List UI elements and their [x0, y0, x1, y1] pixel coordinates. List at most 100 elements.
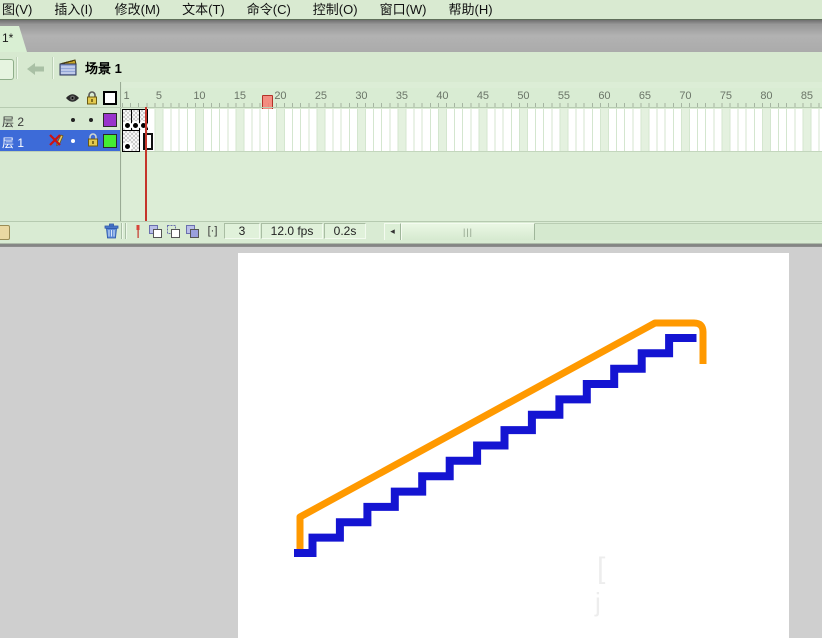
pencil-no-edit-icon	[49, 134, 64, 147]
lock-icon	[86, 90, 97, 104]
show-hide-all-layers-toggle[interactable]	[65, 90, 80, 105]
layer-outline-color-swatch[interactable]	[103, 113, 117, 127]
separator	[52, 57, 54, 79]
scrollbar-grip-icon: |||	[462, 227, 473, 237]
ruler-label-85: 85	[800, 90, 814, 102]
layer-row-2[interactable]: 层 2	[0, 109, 120, 131]
current-frame-display: 3	[224, 223, 260, 239]
keyframe-separator	[139, 110, 140, 130]
edit-multiple-frames-icon	[186, 224, 199, 238]
ruler-label-25: 25	[314, 90, 328, 102]
faint-artifact-bracket: [	[597, 552, 606, 585]
keyframe-block[interactable]	[122, 130, 140, 152]
menu-insert[interactable]: 插入(I)	[54, 2, 93, 17]
insert-layer-button-partial[interactable]	[0, 225, 10, 240]
timeline-status-bar: [·] 3 12.0 fps 0.2s ◂ |||	[0, 221, 822, 241]
ruler-label-15: 15	[233, 90, 247, 102]
ruler-label-45: 45	[476, 90, 490, 102]
timeline-frames-area: 1 5 10 15 20 25 30 35 40 45 50 55 60 65 70 75 80 85	[122, 82, 822, 221]
document-tab[interactable]: 1*	[0, 26, 27, 52]
timeline-header-row	[0, 88, 120, 107]
delete-layer-trash-icon[interactable]	[104, 223, 119, 239]
ruler-label-55: 55	[557, 90, 571, 102]
lock-unlock-all-layers-toggle[interactable]	[84, 90, 99, 105]
menu-window[interactable]: 窗口(W)	[379, 2, 427, 17]
menu-modify[interactable]: 修改(M)	[114, 2, 161, 17]
layer-visible-dot[interactable]	[71, 139, 75, 143]
edit-multiple-frames-button[interactable]	[184, 223, 201, 239]
modify-onion-markers-icon: [·]	[207, 225, 218, 237]
menu-commands[interactable]: 命令(C)	[246, 2, 291, 17]
ruler-label-1: 1	[123, 90, 130, 102]
stage-pasteboard: [ j	[0, 247, 822, 638]
separator	[125, 223, 127, 239]
ruler-label-80: 80	[760, 90, 773, 102]
menu-bar: 图(V) 插入(I) 修改(M) 文本(T) 命令(C) 控制(O) 窗口(W) 帮助(H)	[0, 0, 822, 20]
timeline-panel: 层 2 层 1	[0, 82, 822, 243]
back-arrow-icon	[27, 63, 44, 75]
layer-visible-dot[interactable]	[71, 118, 75, 122]
separator	[16, 57, 18, 79]
frames-row-layer-2[interactable]	[122, 109, 822, 131]
edit-bar: 场景 1	[0, 52, 822, 83]
ruler-ticks	[122, 103, 822, 107]
keyframe-block[interactable]	[122, 109, 148, 131]
scene-clapperboard-icon	[59, 58, 77, 75]
breadcrumb: 场景 1	[59, 58, 122, 77]
layer-row-1[interactable]: 层 1	[0, 130, 120, 152]
frames-row-layer-1[interactable]	[122, 130, 822, 152]
frame-insertion-cursor	[143, 133, 153, 150]
panel-bottom-strip	[0, 240, 822, 243]
layer-name: 层 2	[2, 115, 25, 129]
scrollbar-thumb[interactable]: |||	[401, 223, 535, 241]
separator	[121, 223, 123, 239]
document-tab-bar: 1*	[0, 25, 822, 52]
faint-artifact-j: j	[595, 587, 601, 617]
keyframe-dot	[132, 123, 138, 128]
ruler-label-60: 60	[598, 90, 611, 102]
center-frame-button[interactable]	[129, 223, 146, 239]
ruler-label-50: 50	[517, 90, 530, 102]
eye-icon	[66, 93, 79, 102]
layer-name: 层 1	[2, 136, 25, 150]
edit-bar-stub-button[interactable]	[0, 59, 14, 80]
show-all-layers-as-outlines-toggle[interactable]	[102, 90, 117, 105]
scrollbar-left-arrow[interactable]: ◂	[384, 223, 401, 241]
ruler-label-40: 40	[436, 90, 449, 102]
outline-square-icon	[102, 90, 117, 105]
ruler-label-65: 65	[638, 90, 652, 102]
menu-help[interactable]: 帮助(H)	[448, 2, 493, 17]
ruler-label-30: 30	[355, 90, 368, 102]
menu-control[interactable]: 控制(O)	[312, 2, 358, 17]
ruler-label-35: 35	[395, 90, 409, 102]
keyframe-dot	[140, 123, 146, 128]
window-strip	[0, 20, 822, 25]
keyframe-dot	[124, 123, 130, 128]
center-frame-icon	[136, 224, 139, 238]
onion-skin-outlines-button[interactable]	[165, 223, 182, 239]
layer-lock-dot[interactable]	[89, 118, 93, 122]
onion-skin-icon	[149, 224, 162, 238]
keyframe-separator	[131, 110, 132, 130]
layer-outline-color-swatch[interactable]	[103, 134, 117, 148]
playhead-line	[145, 107, 147, 240]
onion-skin-button[interactable]	[147, 223, 164, 239]
frame-ruler[interactable]: 1 5 10 15 20 25 30 35 40 45 50 55 60 65 70 75 80 85	[122, 88, 822, 114]
ruler-label-70: 70	[679, 90, 692, 102]
ruler-label-75: 75	[719, 90, 733, 102]
layer-locked-icon[interactable]	[87, 133, 99, 147]
menu-view[interactable]: 图(V)	[2, 2, 33, 17]
onion-skin-outlines-icon	[167, 224, 180, 238]
keyframe-dot	[124, 144, 130, 149]
menu-text[interactable]: 文本(T)	[182, 2, 225, 17]
ruler-label-10: 10	[193, 90, 206, 102]
frame-rate-display[interactable]: 12.0 fps	[261, 223, 323, 239]
document-tab-label: 1*	[2, 31, 14, 45]
header-divider	[0, 107, 822, 108]
back-button[interactable]	[24, 59, 48, 79]
stage-canvas[interactable]	[238, 253, 789, 638]
elapsed-time-display: 0.2s	[324, 223, 366, 239]
modify-onion-markers-button[interactable]: [·]	[203, 223, 222, 239]
scene-name-label: 场景 1	[85, 61, 122, 76]
